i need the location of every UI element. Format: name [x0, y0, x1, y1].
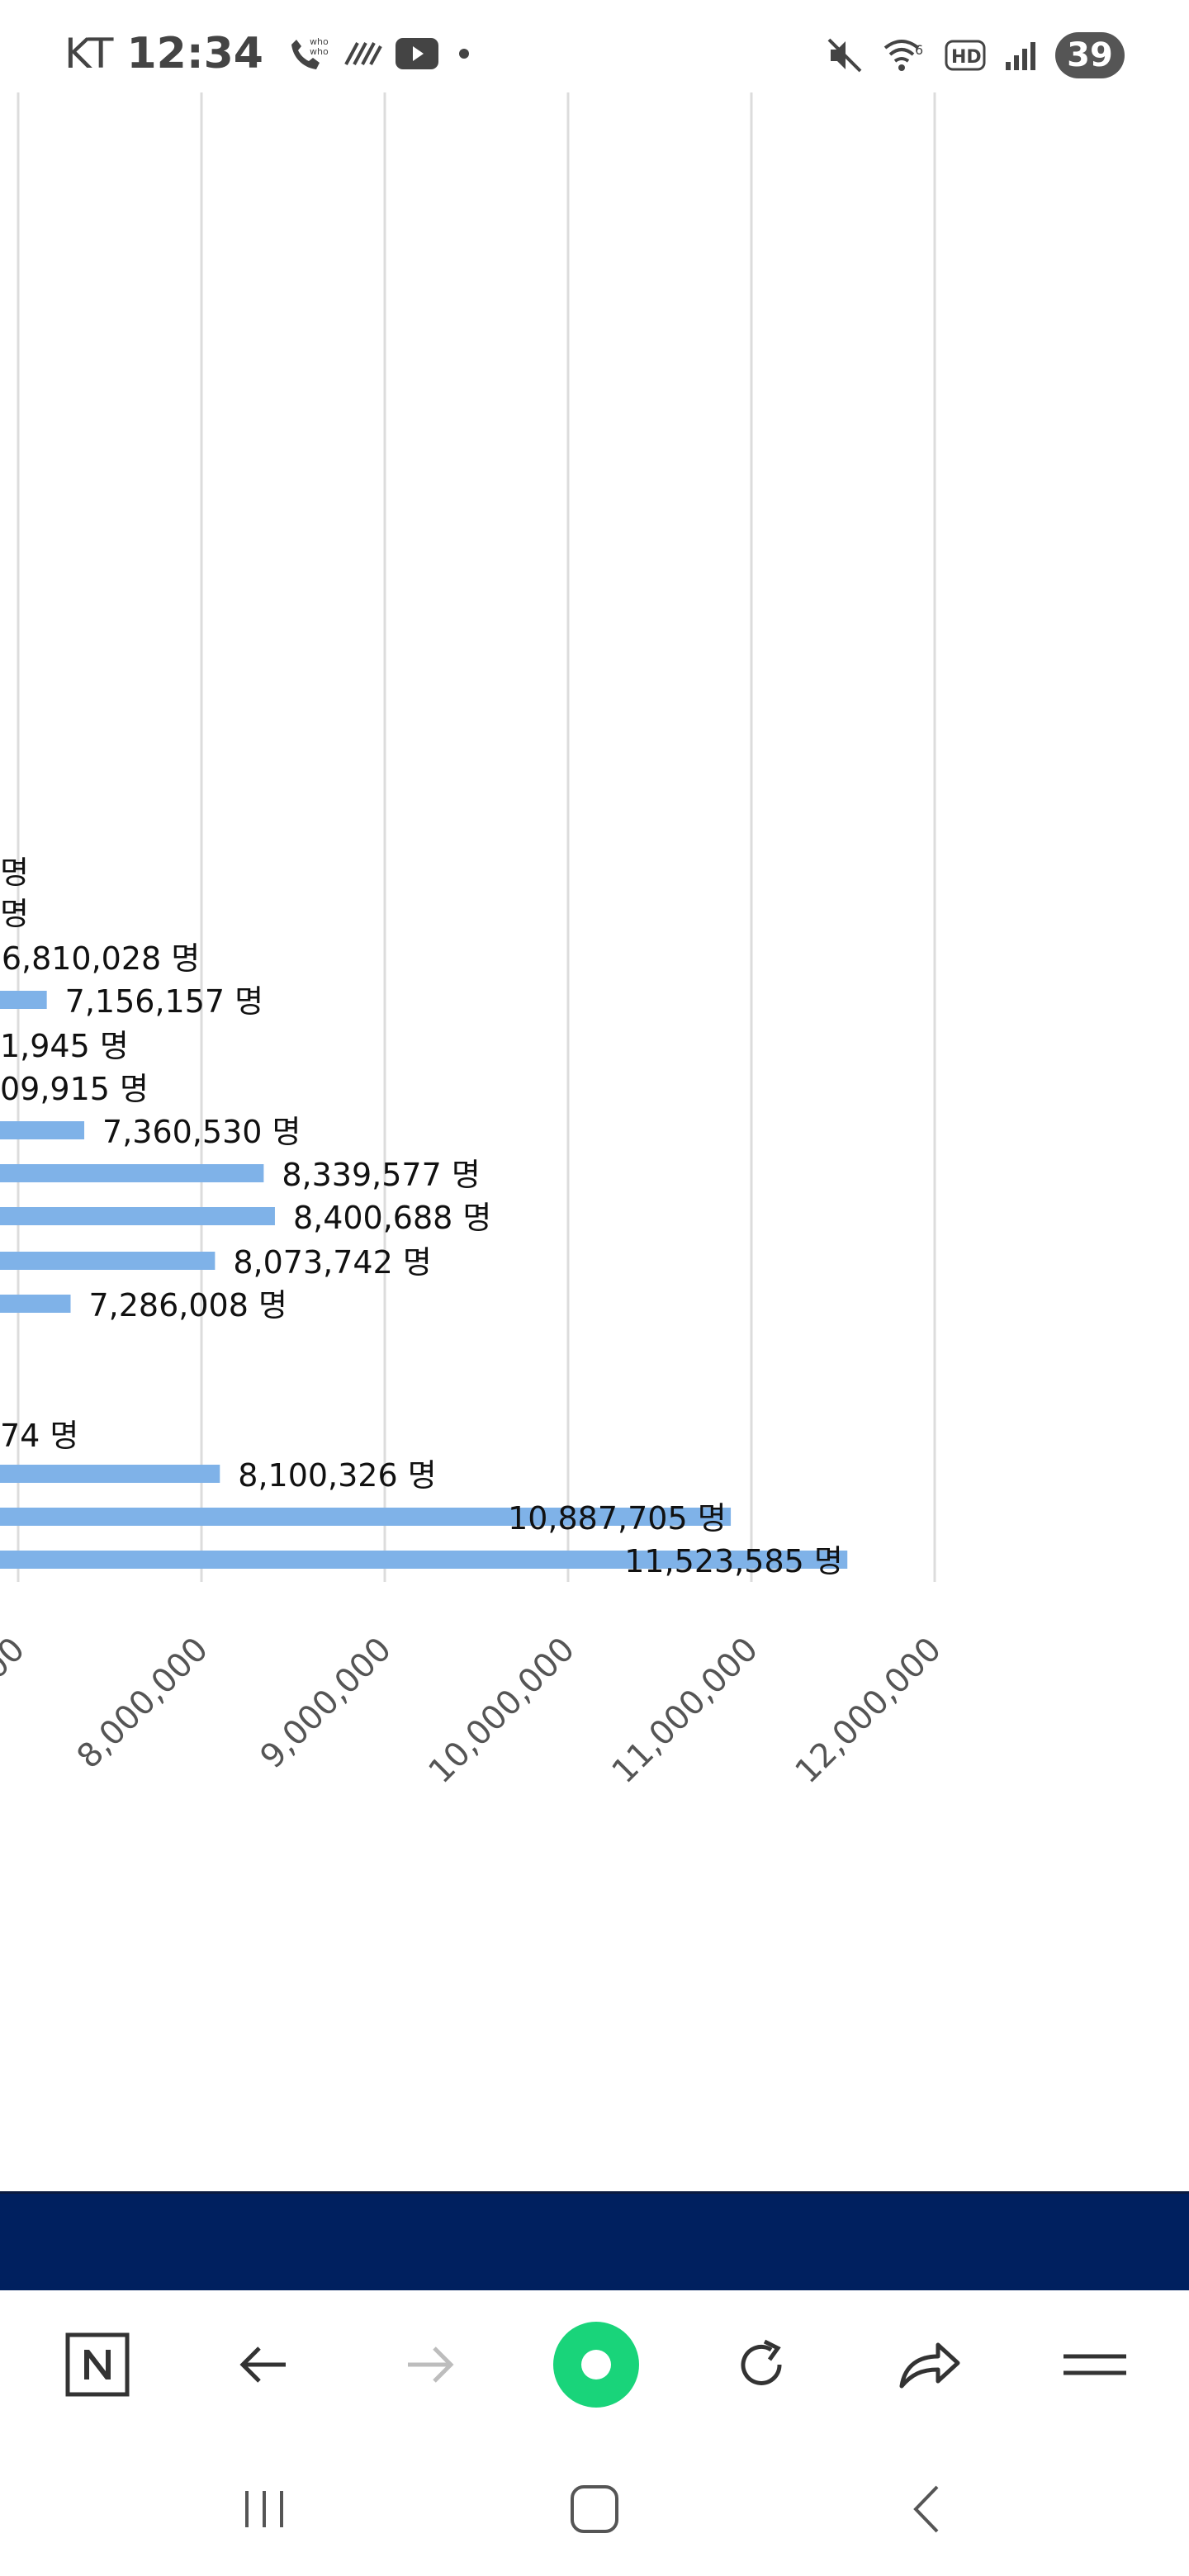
- data-label: 7,156,157 명: [65, 983, 263, 1020]
- hd-voice-icon: HD: [945, 40, 986, 71]
- reload-icon: [741, 2339, 782, 2385]
- share-button[interactable]: [887, 2323, 969, 2406]
- who-who-call-icon: who who: [283, 33, 329, 74]
- data-label: 명: [0, 855, 29, 891]
- data-label: 8,400,688 명: [293, 1200, 491, 1236]
- naver-home-button[interactable]: [56, 2323, 139, 2406]
- svg-text:6: 6: [915, 42, 923, 58]
- back-button[interactable]: [223, 2323, 306, 2406]
- dot-icon: [452, 41, 476, 66]
- green-dot-button[interactable]: [553, 2322, 639, 2408]
- data-label: 8,100,326 명: [238, 1457, 436, 1494]
- browser-toolbar: [0, 2290, 1189, 2439]
- recent-apps-icon: [245, 2491, 283, 2527]
- youtube-icon: [395, 38, 438, 69]
- bar-chart: 00 8,000,000 9,000,000 10,000,000 11,000,000…: [0, 92, 949, 1791]
- bar: [0, 991, 47, 1009]
- recent-apps-button[interactable]: [223, 2472, 306, 2546]
- bar: [0, 1295, 71, 1313]
- data-label: 8,073,742 명: [233, 1244, 431, 1281]
- status-bar-right: 6 HD 39: [826, 30, 1125, 81]
- wifi-calling-icon: [343, 40, 382, 68]
- svg-text:who: who: [310, 46, 329, 57]
- data-label: 1,945 명: [0, 1028, 129, 1064]
- bar: [0, 1121, 85, 1139]
- x-tick-label: 10,000,000: [422, 1631, 582, 1791]
- x-tick-label: 11,000,000: [605, 1631, 765, 1791]
- mute-icon: [826, 36, 864, 74]
- forward-arrow-icon: [408, 2346, 454, 2383]
- bar: [0, 1164, 264, 1182]
- bar: [0, 1551, 848, 1569]
- data-label: 09,915 명: [0, 1071, 149, 1107]
- data-label: 7,286,008 명: [88, 1287, 287, 1324]
- svg-text:who: who: [310, 36, 329, 47]
- menu-button[interactable]: [1054, 2323, 1136, 2406]
- system-back-button[interactable]: [887, 2472, 969, 2546]
- data-label: 74 명: [0, 1418, 78, 1454]
- bar: [0, 1207, 275, 1225]
- wifi-6-icon: 6: [882, 36, 926, 74]
- data-label: 7,360,530 명: [102, 1114, 301, 1150]
- battery-icon: 39: [1055, 32, 1125, 78]
- data-label: 10,887,705 명: [508, 1500, 727, 1537]
- reload-button[interactable]: [720, 2323, 803, 2406]
- clock: 12:34: [126, 29, 263, 78]
- data-label: 8,339,577 명: [282, 1157, 480, 1193]
- footer-banner[interactable]: [0, 2191, 1189, 2293]
- home-icon: [571, 2485, 618, 2533]
- data-label: 11,523,585 명: [624, 1543, 843, 1579]
- home-button[interactable]: [553, 2472, 636, 2546]
- back-arrow-icon: [239, 2346, 286, 2383]
- back-icon: [913, 2485, 939, 2533]
- system-nav-bar: [0, 2439, 1189, 2576]
- green-dot-icon: [553, 2322, 639, 2408]
- x-tick-label: 00: [0, 1631, 32, 1688]
- status-bar-left: KT 12:34 who who: [64, 25, 476, 83]
- carrier-label: KT: [64, 30, 114, 78]
- menu-icon: [1063, 2354, 1126, 2375]
- data-label: 6,810,028 명: [2, 940, 200, 977]
- svg-text:HD: HD: [951, 47, 982, 68]
- bar: [0, 1508, 732, 1526]
- bar: [0, 1465, 220, 1483]
- x-tick-label: 8,000,000: [70, 1631, 216, 1776]
- status-bar: KT 12:34 who who: [0, 0, 1189, 99]
- x-tick-label: 12,000,000: [789, 1631, 949, 1791]
- share-icon: [899, 2342, 960, 2389]
- naver-home-icon: [65, 2332, 130, 2397]
- data-label: 명: [0, 896, 29, 932]
- bar-chart-svg: 00 8,000,000 9,000,000 10,000,000 11,000,000…: [0, 92, 949, 1791]
- bar: [0, 1252, 216, 1270]
- x-tick-label: 9,000,000: [253, 1631, 399, 1776]
- forward-button[interactable]: [388, 2323, 471, 2406]
- signal-icon: [1004, 39, 1037, 72]
